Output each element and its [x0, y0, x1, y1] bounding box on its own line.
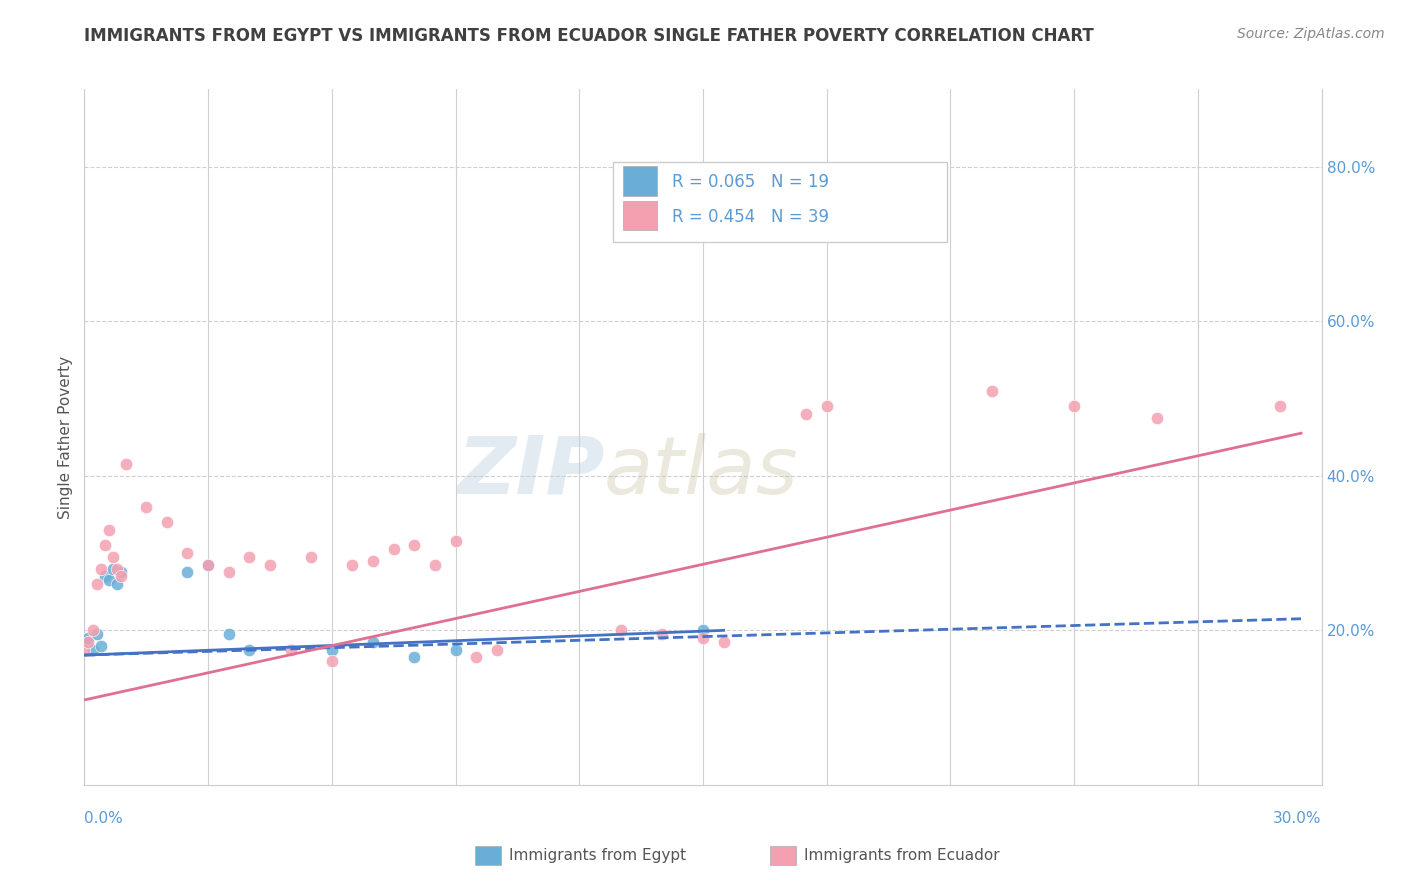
Point — [73, 635, 96, 649]
Point — [299, 549, 322, 564]
Point — [238, 642, 260, 657]
Point — [103, 549, 125, 564]
Point — [713, 635, 735, 649]
Y-axis label: Single Father Poverty: Single Father Poverty — [58, 356, 73, 518]
Point — [86, 627, 108, 641]
Point — [98, 523, 121, 537]
Point — [651, 627, 673, 641]
Point — [90, 639, 112, 653]
Text: 0.0%: 0.0% — [84, 811, 124, 826]
Point — [444, 642, 467, 657]
Point — [82, 642, 104, 657]
Point — [485, 642, 508, 657]
Point — [105, 561, 128, 575]
Point — [361, 554, 384, 568]
Point — [94, 569, 117, 583]
Point — [692, 624, 714, 638]
Text: ZIP: ZIP — [457, 433, 605, 511]
Point — [90, 561, 112, 575]
Point — [361, 635, 384, 649]
Point — [156, 515, 179, 529]
Text: atlas: atlas — [605, 433, 799, 511]
Point — [465, 650, 488, 665]
Point — [609, 624, 631, 638]
FancyBboxPatch shape — [623, 202, 657, 230]
Point — [980, 384, 1002, 398]
Text: Source: ZipAtlas.com: Source: ZipAtlas.com — [1237, 27, 1385, 41]
Point — [94, 538, 117, 552]
Point — [176, 566, 198, 580]
Point — [73, 642, 96, 657]
Point — [98, 573, 121, 587]
Text: R = 0.454   N = 39: R = 0.454 N = 39 — [672, 208, 830, 226]
Text: R = 0.065   N = 19: R = 0.065 N = 19 — [672, 173, 830, 191]
Point — [105, 577, 128, 591]
Point — [382, 542, 405, 557]
Point — [280, 642, 302, 657]
Point — [218, 627, 240, 641]
Point — [259, 558, 281, 572]
Point — [238, 549, 260, 564]
Point — [77, 631, 100, 645]
Point — [692, 631, 714, 645]
Point — [103, 561, 125, 575]
Point — [197, 558, 219, 572]
FancyBboxPatch shape — [623, 167, 657, 195]
Point — [110, 566, 132, 580]
Point — [404, 538, 426, 552]
Point — [135, 500, 157, 514]
Text: 30.0%: 30.0% — [1274, 811, 1322, 826]
Point — [423, 558, 446, 572]
Point — [444, 534, 467, 549]
Point — [218, 566, 240, 580]
Point — [1146, 410, 1168, 425]
Text: Immigrants from Egypt: Immigrants from Egypt — [509, 848, 686, 863]
Point — [342, 558, 364, 572]
Point — [114, 457, 136, 471]
Point — [110, 569, 132, 583]
Point — [815, 399, 838, 413]
Text: Immigrants from Ecuador: Immigrants from Ecuador — [804, 848, 1000, 863]
Point — [176, 546, 198, 560]
Point — [1270, 399, 1292, 413]
Point — [86, 577, 108, 591]
Point — [794, 407, 817, 421]
Point — [321, 654, 343, 668]
Point — [82, 624, 104, 638]
Text: IMMIGRANTS FROM EGYPT VS IMMIGRANTS FROM ECUADOR SINGLE FATHER POVERTY CORRELATI: IMMIGRANTS FROM EGYPT VS IMMIGRANTS FROM… — [84, 27, 1094, 45]
Point — [197, 558, 219, 572]
Point — [77, 635, 100, 649]
Point — [1063, 399, 1085, 413]
Point — [321, 642, 343, 657]
FancyBboxPatch shape — [613, 162, 946, 243]
Point — [404, 650, 426, 665]
